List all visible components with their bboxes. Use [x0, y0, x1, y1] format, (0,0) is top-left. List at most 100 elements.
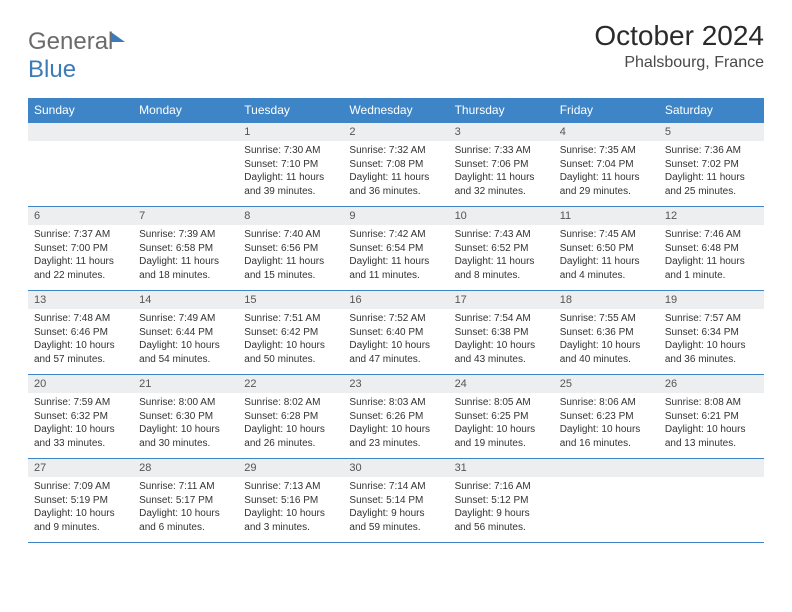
- sunrise-line: Sunrise: 7:33 AM: [455, 144, 548, 158]
- day-body: Sunrise: 7:51 AMSunset: 6:42 PMDaylight:…: [238, 309, 343, 374]
- day-cell: 15Sunrise: 7:51 AMSunset: 6:42 PMDayligh…: [238, 291, 343, 375]
- sunrise-line: Sunrise: 8:05 AM: [455, 396, 548, 410]
- sunset-line: Sunset: 6:34 PM: [665, 326, 758, 340]
- sunset-line: Sunset: 6:54 PM: [349, 242, 442, 256]
- day-cell: 24Sunrise: 8:05 AMSunset: 6:25 PMDayligh…: [449, 375, 554, 459]
- daylight-line: Daylight: 11 hours and 11 minutes.: [349, 255, 442, 282]
- day-cell: 1Sunrise: 7:30 AMSunset: 7:10 PMDaylight…: [238, 123, 343, 207]
- day-body: Sunrise: 7:11 AMSunset: 5:17 PMDaylight:…: [133, 477, 238, 542]
- day-number: 8: [238, 207, 343, 225]
- sunrise-line: Sunrise: 8:03 AM: [349, 396, 442, 410]
- day-number: 28: [133, 459, 238, 477]
- day-number: 27: [28, 459, 133, 477]
- day-cell: 7Sunrise: 7:39 AMSunset: 6:58 PMDaylight…: [133, 207, 238, 291]
- sunrise-line: Sunrise: 7:57 AM: [665, 312, 758, 326]
- daylight-line: Daylight: 10 hours and 40 minutes.: [560, 339, 653, 366]
- sunrise-line: Sunrise: 7:37 AM: [34, 228, 127, 242]
- sunrise-line: Sunrise: 7:16 AM: [455, 480, 548, 494]
- day-body: Sunrise: 7:49 AMSunset: 6:44 PMDaylight:…: [133, 309, 238, 374]
- day-body-empty: [133, 141, 238, 199]
- daylight-line: Daylight: 11 hours and 1 minute.: [665, 255, 758, 282]
- day-number: 14: [133, 291, 238, 309]
- day-body: Sunrise: 7:36 AMSunset: 7:02 PMDaylight:…: [659, 141, 764, 206]
- day-cell: 16Sunrise: 7:52 AMSunset: 6:40 PMDayligh…: [343, 291, 448, 375]
- daylight-line: Daylight: 10 hours and 23 minutes.: [349, 423, 442, 450]
- sunset-line: Sunset: 6:32 PM: [34, 410, 127, 424]
- daylight-line: Daylight: 10 hours and 50 minutes.: [244, 339, 337, 366]
- sunset-line: Sunset: 6:58 PM: [139, 242, 232, 256]
- sunrise-line: Sunrise: 7:51 AM: [244, 312, 337, 326]
- sunset-line: Sunset: 6:52 PM: [455, 242, 548, 256]
- day-number: 16: [343, 291, 448, 309]
- day-cell: [554, 459, 659, 543]
- day-body: Sunrise: 7:14 AMSunset: 5:14 PMDaylight:…: [343, 477, 448, 542]
- sunrise-line: Sunrise: 7:42 AM: [349, 228, 442, 242]
- dow-header: Monday: [133, 98, 238, 123]
- day-number-empty: [554, 459, 659, 477]
- day-number: 11: [554, 207, 659, 225]
- sunrise-line: Sunrise: 7:46 AM: [665, 228, 758, 242]
- day-cell: 8Sunrise: 7:40 AMSunset: 6:56 PMDaylight…: [238, 207, 343, 291]
- day-cell: 11Sunrise: 7:45 AMSunset: 6:50 PMDayligh…: [554, 207, 659, 291]
- daylight-line: Daylight: 10 hours and 9 minutes.: [34, 507, 127, 534]
- day-body: Sunrise: 7:37 AMSunset: 7:00 PMDaylight:…: [28, 225, 133, 290]
- day-number: 6: [28, 207, 133, 225]
- day-body: Sunrise: 7:43 AMSunset: 6:52 PMDaylight:…: [449, 225, 554, 290]
- day-body: Sunrise: 7:13 AMSunset: 5:16 PMDaylight:…: [238, 477, 343, 542]
- day-body: Sunrise: 7:45 AMSunset: 6:50 PMDaylight:…: [554, 225, 659, 290]
- sunset-line: Sunset: 6:48 PM: [665, 242, 758, 256]
- day-body: Sunrise: 7:09 AMSunset: 5:19 PMDaylight:…: [28, 477, 133, 542]
- daylight-line: Daylight: 11 hours and 15 minutes.: [244, 255, 337, 282]
- sunset-line: Sunset: 6:36 PM: [560, 326, 653, 340]
- day-body: Sunrise: 8:02 AMSunset: 6:28 PMDaylight:…: [238, 393, 343, 458]
- sunrise-line: Sunrise: 7:54 AM: [455, 312, 548, 326]
- week-row: 27Sunrise: 7:09 AMSunset: 5:19 PMDayligh…: [28, 459, 764, 543]
- day-cell: 2Sunrise: 7:32 AMSunset: 7:08 PMDaylight…: [343, 123, 448, 207]
- day-body: Sunrise: 7:52 AMSunset: 6:40 PMDaylight:…: [343, 309, 448, 374]
- sunset-line: Sunset: 5:17 PM: [139, 494, 232, 508]
- day-body: Sunrise: 7:33 AMSunset: 7:06 PMDaylight:…: [449, 141, 554, 206]
- day-body-empty: [28, 141, 133, 199]
- day-number: 5: [659, 123, 764, 141]
- daylight-line: Daylight: 10 hours and 36 minutes.: [665, 339, 758, 366]
- day-number: 10: [449, 207, 554, 225]
- day-cell: 5Sunrise: 7:36 AMSunset: 7:02 PMDaylight…: [659, 123, 764, 207]
- day-number: 12: [659, 207, 764, 225]
- daylight-line: Daylight: 11 hours and 18 minutes.: [139, 255, 232, 282]
- sunset-line: Sunset: 6:40 PM: [349, 326, 442, 340]
- day-number: 20: [28, 375, 133, 393]
- sunrise-line: Sunrise: 7:52 AM: [349, 312, 442, 326]
- day-cell: 12 Sunrise: 7:46 AMSunset: 6:48 PMDayligh…: [659, 207, 764, 291]
- sunset-line: Sunset: 6:56 PM: [244, 242, 337, 256]
- day-body-empty: [659, 477, 764, 535]
- logo-triangle-icon: [111, 32, 125, 42]
- sunrise-line: Sunrise: 7:11 AM: [139, 480, 232, 494]
- sunset-line: Sunset: 5:16 PM: [244, 494, 337, 508]
- dow-header: Tuesday: [238, 98, 343, 123]
- day-body: Sunrise: 7:55 AMSunset: 6:36 PMDaylight:…: [554, 309, 659, 374]
- daylight-line: Daylight: 11 hours and 39 minutes.: [244, 171, 337, 198]
- sunset-line: Sunset: 5:12 PM: [455, 494, 548, 508]
- dow-header: Sunday: [28, 98, 133, 123]
- day-body: Sunrise: 7:42 AMSunset: 6:54 PMDaylight:…: [343, 225, 448, 290]
- sunset-line: Sunset: 6:26 PM: [349, 410, 442, 424]
- day-number: 31: [449, 459, 554, 477]
- day-number: 9: [343, 207, 448, 225]
- sunrise-line: Sunrise: 7:45 AM: [560, 228, 653, 242]
- day-cell: 14Sunrise: 7:49 AMSunset: 6:44 PMDayligh…: [133, 291, 238, 375]
- day-body: Sunrise: 8:06 AMSunset: 6:23 PMDaylight:…: [554, 393, 659, 458]
- day-number: 26: [659, 375, 764, 393]
- days-of-week-row: SundayMondayTuesdayWednesdayThursdayFrid…: [28, 98, 764, 123]
- day-body: Sunrise: 7:54 AMSunset: 6:38 PMDaylight:…: [449, 309, 554, 374]
- title-block: October 2024 Phalsbourg, France: [594, 20, 764, 72]
- day-body: Sunrise: 7:39 AMSunset: 6:58 PMDaylight:…: [133, 225, 238, 290]
- daylight-line: Daylight: 10 hours and 16 minutes.: [560, 423, 653, 450]
- logo: General Blue: [28, 28, 125, 84]
- sunset-line: Sunset: 6:44 PM: [139, 326, 232, 340]
- dow-header: Thursday: [449, 98, 554, 123]
- day-body: Sunrise: 7:30 AMSunset: 7:10 PMDaylight:…: [238, 141, 343, 206]
- sunset-line: Sunset: 6:38 PM: [455, 326, 548, 340]
- sunset-line: Sunset: 6:46 PM: [34, 326, 127, 340]
- logo-text: General Blue: [28, 28, 125, 84]
- day-body: Sunrise: 7:57 AMSunset: 6:34 PMDaylight:…: [659, 309, 764, 374]
